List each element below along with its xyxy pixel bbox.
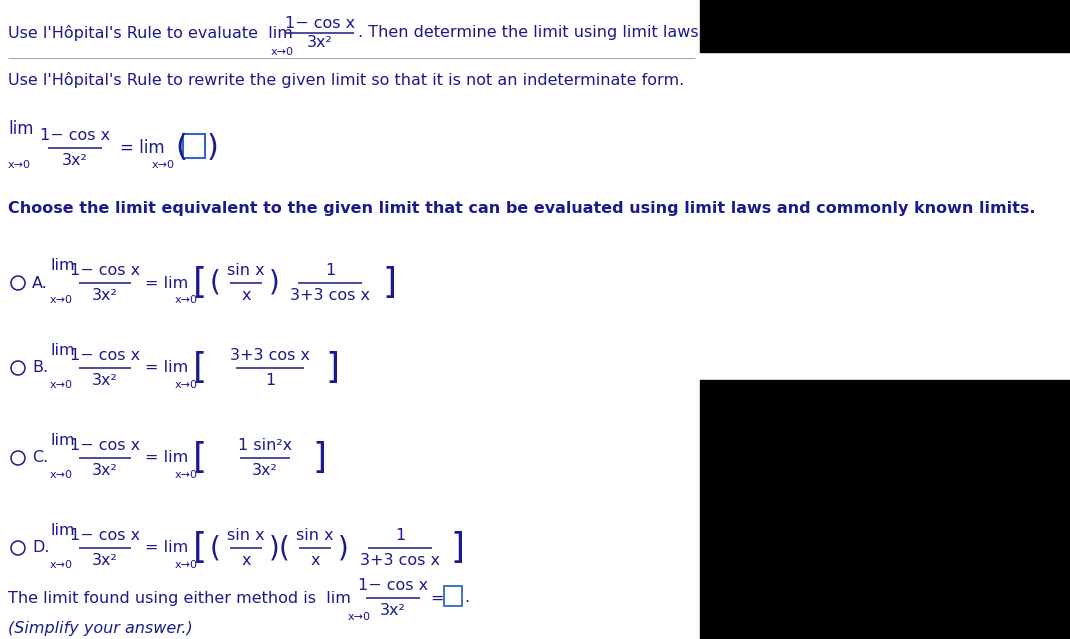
Text: 3x²: 3x² bbox=[92, 288, 118, 304]
Text: The limit found using either method is  lim: The limit found using either method is l… bbox=[7, 590, 351, 606]
Text: 3x²: 3x² bbox=[92, 463, 118, 479]
Text: (: ( bbox=[279, 534, 290, 562]
Text: (: ( bbox=[210, 269, 220, 297]
Text: ): ) bbox=[338, 534, 349, 562]
Bar bbox=[183, 134, 205, 158]
Text: 3x²: 3x² bbox=[307, 35, 333, 50]
Text: 3x²: 3x² bbox=[92, 553, 118, 568]
Text: 3+3 cos x: 3+3 cos x bbox=[230, 348, 310, 362]
Text: = lim: = lim bbox=[146, 450, 188, 465]
Text: ]: ] bbox=[312, 441, 326, 475]
Text: .: . bbox=[464, 590, 469, 606]
Text: 3x²: 3x² bbox=[253, 463, 278, 479]
Text: [: [ bbox=[193, 531, 208, 565]
Text: 1 sin²x: 1 sin²x bbox=[238, 438, 292, 452]
Text: = lim: = lim bbox=[146, 541, 188, 555]
Text: 1− cos x: 1− cos x bbox=[40, 128, 110, 142]
Text: lim: lim bbox=[7, 120, 33, 138]
Text: x→0: x→0 bbox=[175, 470, 198, 480]
Text: =: = bbox=[430, 590, 443, 606]
Text: A.: A. bbox=[32, 275, 48, 291]
Text: sin x: sin x bbox=[296, 528, 334, 543]
Text: x→0: x→0 bbox=[175, 560, 198, 570]
Text: Use l'Hôpital's Rule to rewrite the given limit so that it is not an indetermina: Use l'Hôpital's Rule to rewrite the give… bbox=[7, 72, 684, 88]
Text: x→0: x→0 bbox=[50, 560, 73, 570]
Text: —: — bbox=[192, 282, 194, 284]
Text: 3+3 cos x: 3+3 cos x bbox=[290, 288, 370, 304]
Text: x→0: x→0 bbox=[348, 612, 371, 622]
Text: 1− cos x: 1− cos x bbox=[70, 263, 140, 277]
Text: 1− cos x: 1− cos x bbox=[358, 578, 428, 592]
Text: 1− cos x: 1− cos x bbox=[70, 348, 140, 362]
Text: ]: ] bbox=[325, 351, 339, 385]
Text: lim: lim bbox=[50, 258, 75, 273]
Text: x→0: x→0 bbox=[50, 380, 73, 390]
Text: x→0: x→0 bbox=[271, 47, 294, 57]
Text: ]: ] bbox=[382, 266, 396, 300]
Text: = lim: = lim bbox=[146, 275, 188, 291]
Text: = lim: = lim bbox=[120, 139, 165, 157]
Text: 3+3 cos x: 3+3 cos x bbox=[360, 553, 440, 568]
Text: 1− cos x: 1− cos x bbox=[70, 528, 140, 543]
Text: C.: C. bbox=[32, 450, 48, 465]
Text: sin x: sin x bbox=[227, 263, 264, 277]
Text: 3x²: 3x² bbox=[380, 603, 406, 619]
Text: ): ) bbox=[207, 134, 219, 162]
Text: lim: lim bbox=[50, 523, 75, 538]
Text: 3x²: 3x² bbox=[62, 153, 88, 168]
Text: = lim: = lim bbox=[146, 360, 188, 376]
Text: [: [ bbox=[193, 441, 208, 475]
Text: x→0: x→0 bbox=[50, 470, 73, 480]
Text: ): ) bbox=[269, 534, 279, 562]
Text: x→0: x→0 bbox=[7, 160, 31, 170]
Text: 1− cos x: 1− cos x bbox=[285, 16, 355, 31]
Bar bbox=[700, 380, 1070, 639]
Text: 1: 1 bbox=[265, 373, 275, 389]
Text: Choose the limit equivalent to the given limit that can be evaluated using limit: Choose the limit equivalent to the given… bbox=[7, 201, 1036, 215]
Text: x: x bbox=[310, 553, 320, 568]
Text: 1: 1 bbox=[325, 263, 335, 277]
Text: 3x²: 3x² bbox=[92, 373, 118, 389]
Text: ]: ] bbox=[450, 531, 464, 565]
Text: . Then determine the limit using limit laws and commonly known limits.: . Then determine the limit using limit l… bbox=[358, 26, 935, 40]
Bar bbox=[444, 586, 462, 606]
Text: x: x bbox=[241, 288, 250, 304]
Text: ): ) bbox=[269, 269, 279, 297]
Text: x→0: x→0 bbox=[175, 380, 198, 390]
Text: (: ( bbox=[210, 534, 220, 562]
Text: x→0: x→0 bbox=[152, 160, 175, 170]
Text: lim: lim bbox=[50, 343, 75, 358]
Text: x→0: x→0 bbox=[50, 295, 73, 305]
Text: sin x: sin x bbox=[227, 528, 264, 543]
Text: x→0: x→0 bbox=[175, 295, 198, 305]
Text: B.: B. bbox=[32, 360, 48, 376]
Bar bbox=[700, 0, 1070, 52]
Text: lim: lim bbox=[50, 433, 75, 448]
Text: [: [ bbox=[193, 266, 208, 300]
Text: (Simplify your answer.): (Simplify your answer.) bbox=[7, 620, 193, 636]
Text: D.: D. bbox=[32, 541, 49, 555]
Text: x: x bbox=[241, 553, 250, 568]
Text: 1: 1 bbox=[395, 528, 406, 543]
Text: 1− cos x: 1− cos x bbox=[70, 438, 140, 452]
Text: (: ( bbox=[175, 134, 187, 162]
Text: [: [ bbox=[193, 351, 208, 385]
Text: Use l'Hôpital's Rule to evaluate  lim: Use l'Hôpital's Rule to evaluate lim bbox=[7, 25, 293, 41]
